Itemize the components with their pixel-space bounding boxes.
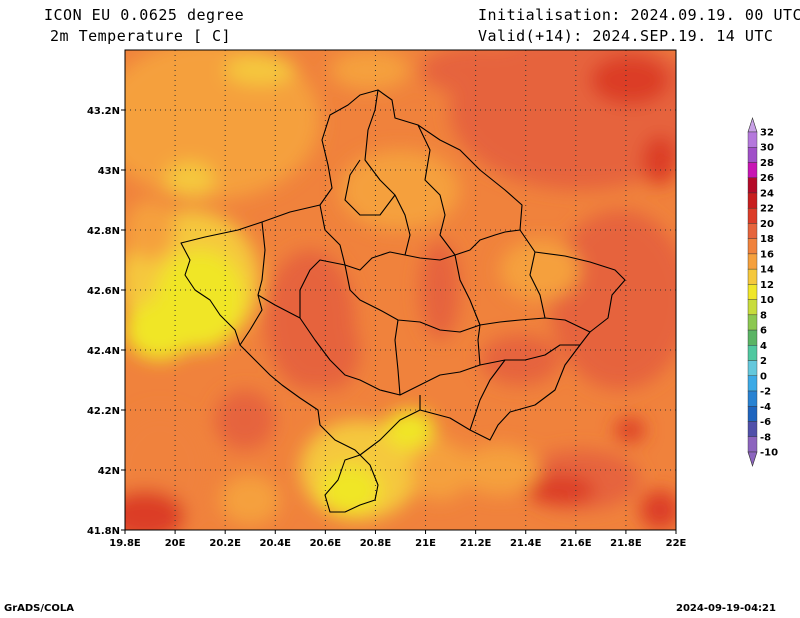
- colorbar-swatch: [747, 375, 758, 392]
- colorbar-label: 32: [760, 128, 774, 139]
- colorbar-label: 14: [760, 265, 774, 276]
- colorbar-label: -6: [760, 417, 771, 428]
- colorbar-cap-bottom: [747, 451, 758, 467]
- colorbar-swatch: [747, 406, 758, 422]
- y-tick-label: 43N: [98, 166, 120, 177]
- colorbar-label: 28: [760, 158, 774, 169]
- model-title: ICON EU 0.0625 degree: [44, 6, 245, 24]
- x-tick-label: 20.4E: [260, 538, 292, 549]
- colorbar-swatch: [747, 299, 758, 316]
- colorbar-label: 24: [760, 188, 774, 199]
- init-time: Initialisation: 2024.09.19. 00 UTC: [478, 6, 800, 24]
- x-tick-label: 20E: [165, 538, 186, 549]
- country-border: [180, 89, 626, 513]
- internal-border: [417, 124, 456, 256]
- x-tick-label: 21E: [415, 538, 436, 549]
- colorbar-swatch: [747, 345, 758, 361]
- colorbar-label: 18: [760, 234, 774, 245]
- internal-border: [239, 294, 263, 346]
- colorbar-swatch: [747, 131, 758, 148]
- colorbar-swatch: [747, 314, 758, 331]
- colorbar-swatch: [747, 207, 758, 224]
- y-tick-label: 42.6N: [87, 286, 120, 297]
- colorbar-swatch: [747, 329, 758, 346]
- colorbar-label: -2: [760, 387, 771, 398]
- y-axis-ticks: 41.8N 42N 42.2N 42.4N 42.6N 42.8N 43N 43.2N: [87, 106, 125, 537]
- colorbar-swatch: [747, 436, 758, 453]
- y-tick-label: 43.2N: [87, 106, 120, 117]
- x-axis-ticks: 19.8E 20E 20.2E 20.4E 20.6E 20.8E 21E 21.2E 21.4…: [109, 530, 687, 549]
- colorbar-swatch: [747, 268, 758, 285]
- colorbar-label: -8: [760, 432, 771, 443]
- internal-border: [364, 89, 411, 256]
- colorbar-swatch: [747, 238, 758, 255]
- colorbar-swatch: [747, 162, 758, 178]
- valid-time: Valid(+14): 2024.SEP.19. 14 UTC: [478, 27, 774, 45]
- colorbar-swatch: [747, 390, 758, 407]
- internal-border: [529, 251, 546, 319]
- x-tick-label: 19.8E: [109, 538, 141, 549]
- variable-title: 2m Temperature [ C]: [50, 27, 232, 45]
- y-tick-label: 42.2N: [87, 406, 120, 417]
- colorbar-label: 30: [760, 143, 774, 154]
- x-tick-label: 22E: [666, 538, 687, 549]
- internal-border: [419, 359, 506, 431]
- colorbar-label: 16: [760, 249, 774, 260]
- colorbar-label: 2: [760, 356, 767, 367]
- colorbar-swatch: [747, 421, 758, 437]
- x-tick-label: 21.6E: [560, 538, 592, 549]
- internal-border: [319, 204, 521, 271]
- colorbar-swatch: [747, 253, 758, 270]
- colorbar-cap-top: [747, 117, 758, 133]
- x-tick-label: 20.8E: [360, 538, 392, 549]
- x-tick-label: 21.8E: [610, 538, 642, 549]
- colorbar-swatch: [747, 177, 758, 194]
- colorbar-label: 8: [760, 310, 767, 321]
- internal-border: [257, 221, 580, 396]
- colorbar-label: -4: [760, 402, 771, 413]
- colorbar-label: 10: [760, 295, 774, 306]
- internal-border: [454, 254, 481, 366]
- x-tick-label: 20.6E: [310, 538, 342, 549]
- colorbar-label: 0: [760, 371, 767, 382]
- y-tick-label: 41.8N: [87, 526, 120, 537]
- colorbar-swatch: [747, 192, 758, 209]
- colorbar-label: 12: [760, 280, 774, 291]
- y-tick-label: 42N: [98, 466, 120, 477]
- colorbar-label: 26: [760, 173, 774, 184]
- colorbar-swatch: [747, 284, 758, 300]
- colorbar-label: 22: [760, 204, 774, 215]
- x-tick-label: 21.2E: [460, 538, 492, 549]
- colorbar-swatch: [747, 223, 758, 239]
- colorbar-label: 20: [760, 219, 774, 230]
- colorbar-label: 4: [760, 341, 767, 352]
- colorbar-swatch: [747, 147, 758, 163]
- x-tick-label: 21.4E: [510, 538, 542, 549]
- x-tick-label: 20.2E: [209, 538, 241, 549]
- footer-software: GrADS/COLA: [4, 603, 74, 614]
- internal-border: [344, 159, 396, 216]
- y-tick-label: 42.4N: [87, 346, 120, 357]
- colorbar-label: -10: [760, 448, 778, 459]
- boundary-lines: [180, 89, 626, 513]
- colorbar-swatch: [747, 360, 758, 377]
- internal-border: [394, 319, 401, 396]
- internal-border: [299, 259, 591, 333]
- grid-lines: [125, 50, 676, 530]
- colorbar-label: 6: [760, 326, 767, 337]
- footer-timestamp: 2024-09-19-04:21: [676, 603, 776, 614]
- y-tick-label: 42.8N: [87, 226, 120, 237]
